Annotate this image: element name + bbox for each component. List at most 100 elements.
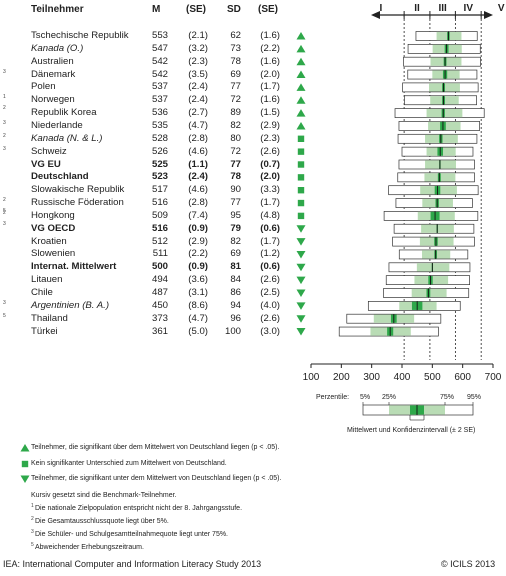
mean-se-value: (3.6) bbox=[188, 274, 208, 286]
sd-se-value: (3.3) bbox=[260, 184, 280, 196]
sd-value: 69 bbox=[230, 248, 241, 260]
iqr-box bbox=[416, 263, 450, 272]
x-axis-tick-label-700: 700 bbox=[485, 372, 502, 383]
sd-value: 100 bbox=[224, 325, 241, 337]
note-1: Die nationale Zielpopulation entspricht … bbox=[35, 505, 243, 512]
footnote-marker: 2 3 bbox=[3, 209, 6, 227]
country-name: Slowakische Republik bbox=[31, 184, 125, 196]
x-axis-tick-label-300: 300 bbox=[363, 372, 380, 383]
header-country: Teilnehmer bbox=[31, 4, 84, 15]
sd-se-value: (2.6) bbox=[260, 145, 280, 157]
mean-se-value: (3.2) bbox=[188, 42, 208, 54]
country-name: Chile bbox=[31, 287, 53, 298]
footnote-marker: 3 bbox=[3, 68, 6, 75]
country-name: VG EU bbox=[31, 158, 61, 170]
footnote-marker: 3 bbox=[3, 145, 6, 152]
sd-value: 79 bbox=[230, 222, 241, 234]
footnote-marker: 3 bbox=[3, 299, 6, 306]
mean-value: 536 bbox=[151, 107, 168, 119]
country-name: Polen bbox=[31, 81, 56, 93]
country-name: Kanada (O.) bbox=[31, 42, 84, 54]
mean-se-value: (2.4) bbox=[188, 171, 208, 183]
x-axis-tick-label-600: 600 bbox=[454, 372, 471, 383]
x-axis-tick-label-500: 500 bbox=[424, 372, 441, 383]
level-arrow-left bbox=[371, 11, 380, 19]
sd-value: 80 bbox=[230, 132, 241, 144]
sd-se-value: (2.9) bbox=[260, 119, 280, 131]
header-mean: M bbox=[152, 4, 161, 15]
country-name: Schweiz bbox=[31, 145, 67, 157]
significance-same-icon bbox=[297, 161, 305, 168]
country-name: Internat. Mittelwert bbox=[31, 261, 117, 273]
mean-value: 450 bbox=[151, 299, 168, 311]
sd-value: 73 bbox=[230, 42, 241, 54]
mean-value: 494 bbox=[151, 274, 168, 286]
mean-se-value: (7.4) bbox=[188, 209, 208, 221]
significance-up-icon bbox=[296, 121, 306, 130]
footnote-marker: 2 bbox=[3, 132, 6, 139]
significance-down-icon bbox=[296, 302, 306, 310]
mean-value: 516 bbox=[151, 222, 168, 234]
sd-se-value: (1.7) bbox=[260, 235, 280, 247]
sd-se-value: (1.6) bbox=[260, 94, 280, 106]
sd-se-value: (2.6) bbox=[260, 274, 280, 286]
country-name: VG OECD bbox=[31, 222, 76, 234]
sd-value: 72 bbox=[230, 94, 241, 106]
mean-se-value: (4.7) bbox=[188, 312, 208, 324]
country-name: Tschechische Republik bbox=[31, 30, 129, 41]
mean-value: 542 bbox=[151, 68, 168, 80]
mean-value: 516 bbox=[151, 197, 168, 209]
sd-se-value: (2.5) bbox=[260, 287, 280, 298]
significance-same-icon bbox=[297, 148, 305, 155]
significance-up-icon bbox=[296, 96, 306, 104]
footnote-marker: 5 bbox=[3, 312, 6, 319]
level-label-IV: IV bbox=[464, 3, 474, 14]
footer-copyright: © ICILS 2013 bbox=[441, 559, 496, 569]
country-name: Hongkong bbox=[31, 209, 75, 221]
significance-down-icon bbox=[296, 289, 306, 297]
sd-value: 89 bbox=[230, 107, 241, 119]
significance-down-icon bbox=[296, 238, 306, 246]
sd-value: 82 bbox=[230, 119, 241, 131]
significance-up-icon bbox=[296, 70, 306, 79]
sig-legend-same-text: Kein signifikanter Unterschied zum Mitte… bbox=[31, 460, 227, 467]
sd-value: 78 bbox=[230, 171, 241, 183]
country-name: Deutschland bbox=[31, 171, 89, 183]
sd-se-value: (2.0) bbox=[260, 171, 280, 183]
mean-se-value: (2.4) bbox=[188, 94, 208, 106]
sd-se-value: (0.6) bbox=[260, 222, 280, 234]
country-name: Norwegen bbox=[31, 94, 75, 106]
country-name: Niederlande bbox=[31, 119, 83, 131]
note-fn-2: 2 bbox=[31, 516, 34, 522]
footnote-marker: 1 2 bbox=[3, 94, 6, 112]
sd-se-value: (0.7) bbox=[260, 158, 280, 170]
mean-se-value: (4.6) bbox=[188, 184, 208, 196]
mean-se-value: (3.5) bbox=[188, 68, 208, 80]
significance-same-icon bbox=[297, 135, 305, 142]
significance-up-icon bbox=[296, 109, 306, 117]
sd-se-value: (1.2) bbox=[260, 248, 280, 260]
footer-source: IEA: International Computer and Informat… bbox=[3, 559, 262, 569]
x-axis-tick-label-100: 100 bbox=[303, 372, 320, 383]
significance-down-icon bbox=[296, 263, 306, 272]
sd-value: 96 bbox=[230, 312, 241, 324]
level-label-III: III bbox=[438, 3, 447, 14]
sd-se-value: (0.6) bbox=[260, 261, 280, 273]
note-5: Abweichender Erhebungszeitraum. bbox=[35, 544, 144, 551]
note-3: Die Schüler- und Schulgesamtteilnahmequo… bbox=[35, 531, 229, 538]
significance-up-icon bbox=[296, 83, 306, 91]
country-name: Thailand bbox=[31, 312, 68, 324]
significance-same-icon bbox=[297, 174, 305, 181]
header-se: (SE) bbox=[186, 4, 206, 15]
sd-value: 95 bbox=[230, 209, 241, 221]
mean-se-value: (8.6) bbox=[188, 299, 208, 311]
legend-p5-label: 5% bbox=[360, 394, 371, 401]
sig-legend-down-text: Teilnehmer, die signifikant unter dem Mi… bbox=[31, 475, 282, 482]
mean-se-value: (0.9) bbox=[188, 261, 208, 273]
mean-se-value: (2.1) bbox=[188, 30, 208, 41]
sd-value: 77 bbox=[230, 158, 241, 170]
note-italic: Kursiv gesetzt sind die Benchmark-Teilne… bbox=[31, 492, 177, 499]
mean-se-value: (2.2) bbox=[188, 248, 208, 260]
sd-se-value: (1.7) bbox=[260, 81, 280, 93]
mean-value: 511 bbox=[152, 248, 168, 260]
